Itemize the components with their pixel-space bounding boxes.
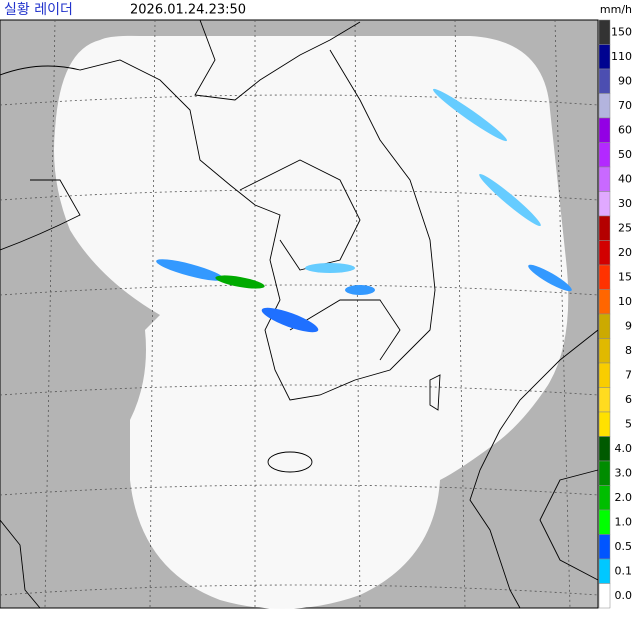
legend-swatch [598, 44, 611, 70]
legend-swatch [598, 289, 611, 315]
legend-label: 25 [618, 221, 632, 234]
legend-swatch [598, 166, 611, 192]
legend-label: 5 [625, 417, 632, 430]
legend-swatch [598, 142, 611, 168]
legend-label: 0.5 [615, 540, 633, 553]
legend-label: 60 [618, 123, 632, 136]
timestamp: 2026.01.24.23:50 [130, 3, 246, 18]
legend-swatch [598, 264, 611, 290]
legend-label: 3.0 [615, 466, 633, 479]
legend-swatch [598, 191, 611, 217]
rain-echo [156, 88, 572, 333]
legend-label: 6 [625, 393, 632, 406]
legend-label: 0.0 [615, 589, 633, 602]
legend-label: 20 [618, 246, 632, 259]
legend-swatch [598, 93, 611, 119]
legend-swatch [598, 460, 611, 486]
legend-swatch [598, 558, 611, 584]
legend-label: 8 [625, 344, 632, 357]
legend-label: 7 [625, 368, 632, 381]
legend-label: 15 [618, 270, 632, 283]
title: 실황 레이더 [4, 2, 73, 18]
legend-label: 1.0 [615, 515, 633, 528]
legend-label: 0.1 [615, 564, 633, 577]
legend-swatch [598, 68, 611, 94]
legend-swatch [598, 19, 611, 45]
legend-swatch [598, 436, 611, 462]
legend-swatch [598, 485, 611, 511]
unit: mm/h [600, 3, 632, 16]
legend-label: 90 [618, 74, 632, 87]
legend-label: 70 [618, 99, 632, 112]
legend-swatch [598, 338, 611, 364]
legend: 150 110 90 70 60 50 40 30 25 20 15 10 9 8 7 6 5 4.0 3.0 2.0… [598, 19, 633, 609]
legend-label: 9 [625, 319, 632, 332]
legend-label: 10 [618, 295, 632, 308]
legend-swatch [598, 362, 611, 388]
legend-swatch [598, 411, 611, 437]
legend-swatch [598, 583, 611, 609]
legend-label: 2.0 [615, 491, 633, 504]
legend-label: 40 [618, 172, 632, 185]
legend-swatch [598, 387, 611, 413]
legend-swatch [598, 117, 611, 143]
legend-swatch [598, 215, 611, 241]
legend-swatch [598, 240, 611, 266]
legend-label: 150 [611, 25, 632, 38]
legend-swatch [598, 509, 611, 535]
legend-label: 50 [618, 148, 632, 161]
legend-swatch [598, 534, 611, 560]
legend-label: 30 [618, 197, 632, 210]
legend-label: 110 [611, 50, 632, 63]
legend-label: 4.0 [615, 442, 633, 455]
map [0, 19, 599, 609]
legend-swatch [598, 313, 611, 339]
